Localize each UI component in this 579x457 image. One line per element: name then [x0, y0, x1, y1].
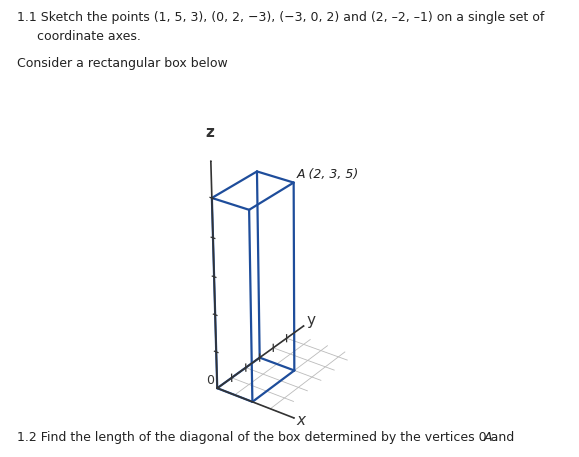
Text: A: A [484, 431, 493, 444]
Text: coordinate axes.: coordinate axes. [17, 30, 141, 43]
Text: 1.2 Find the length of the diagonal of the box determined by the vertices 0 and: 1.2 Find the length of the diagonal of t… [17, 431, 519, 444]
Text: Consider a rectangular box below: Consider a rectangular box below [17, 57, 228, 70]
Text: .: . [493, 431, 497, 444]
Text: 1.1 Sketch the points (1, 5, 3), (0, 2, −3), (−3, 0, 2) and (2, –2, –1) on a sin: 1.1 Sketch the points (1, 5, 3), (0, 2, … [17, 11, 545, 24]
